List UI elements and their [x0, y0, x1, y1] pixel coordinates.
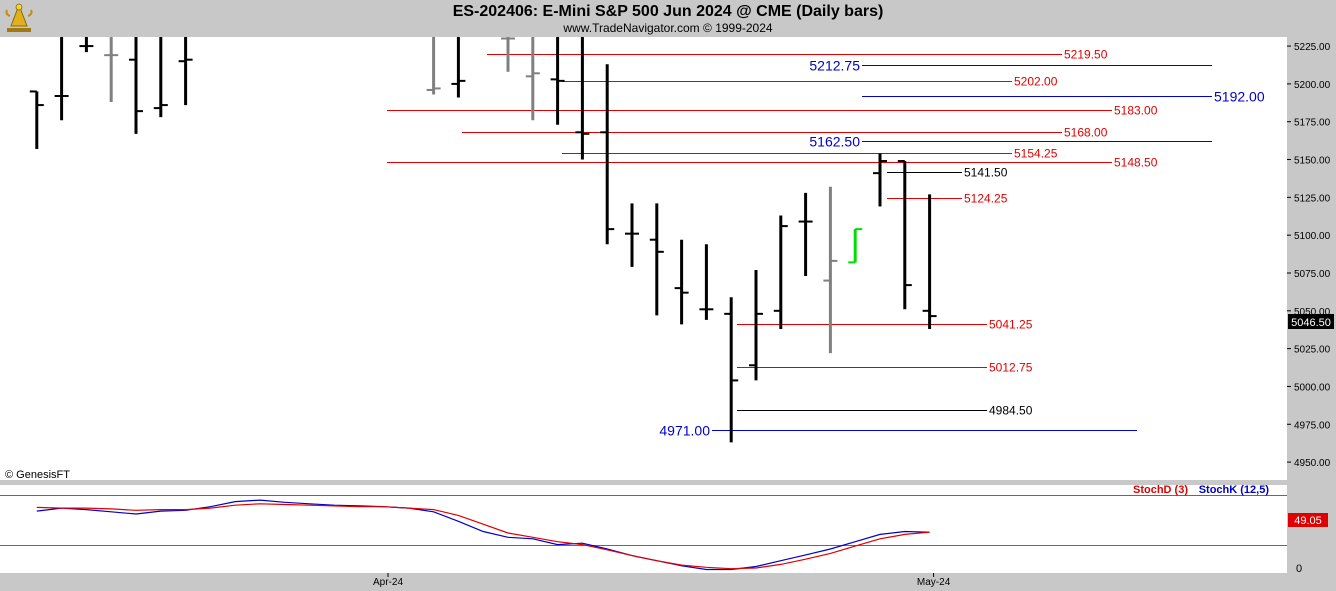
date-axis-panel: [0, 573, 1287, 591]
price-tick-label: 5125.00: [1294, 193, 1331, 204]
level-label: 4984.50: [989, 404, 1033, 418]
copyright-label: © GenesisFT: [5, 469, 70, 481]
level-label: 4971.00: [659, 423, 710, 439]
price-tick-label: 5150.00: [1294, 156, 1331, 167]
chart-header: [0, 0, 1336, 37]
level-label: 5154.25: [1014, 147, 1058, 161]
price-tick-label: 5075.00: [1294, 269, 1331, 280]
price-axis-ticks: 5225.00 5200.00 5175.00 5150.00 5125.00 5100.…: [1287, 42, 1331, 469]
level-label: 5141.50: [964, 166, 1008, 180]
stochd-legend: StochD (3): [1133, 484, 1188, 496]
level-label: 5212.75: [809, 58, 860, 74]
price-tick-label: 5050.00: [1294, 307, 1331, 318]
chart-subtitle: www.TradeNavigator.com © 1999-2024: [563, 21, 773, 35]
level-label: 5124.25: [964, 192, 1008, 206]
chart-title: ES-202406: E-Mini S&P 500 Jun 2024 @ CME…: [452, 3, 884, 20]
level-label: 5168.00: [1064, 126, 1108, 140]
level-label: 5162.50: [809, 134, 860, 150]
price-tick-label: 5000.00: [1294, 382, 1331, 393]
stoch-axis-zero: 0: [1296, 563, 1302, 575]
date-tick-label: Apr-24: [373, 577, 403, 588]
price-tick-label: 5200.00: [1294, 80, 1331, 91]
price-levels: 5219.50 5212.75 5202.00 5192.00 5183.00 5168.…: [387, 48, 1265, 439]
stochk-legend: StochK (12,5): [1199, 484, 1270, 496]
stochd-line: [36, 503, 930, 570]
stoch-last-box: [1288, 513, 1328, 527]
level-label: 5192.00: [1214, 89, 1265, 105]
price-tick-label: 5175.00: [1294, 118, 1331, 129]
last-price-label: 5046.50: [1291, 317, 1331, 329]
ohlc-bars: [29, 37, 937, 443]
stochastic-pane: [0, 495, 1287, 571]
price-tick-label: 5225.00: [1294, 42, 1331, 53]
price-tick-label: 5100.00: [1294, 231, 1331, 242]
level-label: 5219.50: [1064, 48, 1108, 62]
date-tick-label: May-24: [917, 577, 951, 588]
level-label: 5012.75: [989, 361, 1033, 375]
price-tick-label: 4975.00: [1294, 420, 1331, 431]
price-tick-label: 4950.00: [1294, 458, 1331, 469]
level-label: 5148.50: [1114, 156, 1158, 170]
level-label: 5202.00: [1014, 75, 1058, 89]
level-label: 5183.00: [1114, 104, 1158, 118]
level-label: 5041.25: [989, 318, 1033, 332]
price-tick-label: 5025.00: [1294, 345, 1331, 356]
stochk-line: [36, 499, 930, 571]
last-price-box: [1288, 314, 1334, 329]
stoch-last-label: 49.05: [1294, 515, 1322, 527]
gold-trophy-icon: [5, 3, 33, 32]
date-axis-ticks: Apr-24 May-24: [373, 573, 951, 588]
pane-separator: [0, 482, 1287, 485]
